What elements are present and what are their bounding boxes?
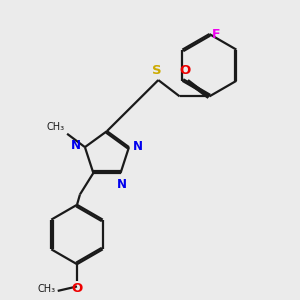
Text: O: O bbox=[179, 64, 191, 77]
Text: O: O bbox=[71, 282, 82, 295]
Text: F: F bbox=[212, 28, 220, 40]
Text: N: N bbox=[117, 178, 127, 191]
Text: CH₃: CH₃ bbox=[46, 122, 65, 132]
Text: N: N bbox=[133, 140, 143, 153]
Text: N: N bbox=[71, 139, 81, 152]
Text: S: S bbox=[152, 64, 162, 76]
Text: CH₃: CH₃ bbox=[37, 284, 55, 294]
